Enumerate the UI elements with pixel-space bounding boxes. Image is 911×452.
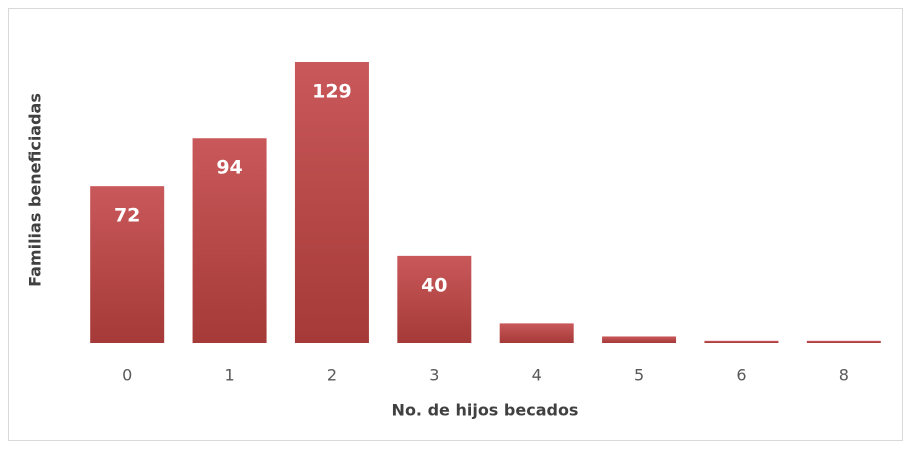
x-tick-label: 3 [429,366,439,385]
x-tick-label: 8 [839,366,849,385]
y-axis-title: Familias beneficiadas [26,93,45,287]
bar [704,340,779,343]
data-label: 129 [312,81,352,103]
data-label: 9 [530,304,543,326]
data-label: 3 [632,304,645,326]
x-tick-label: 5 [634,366,644,385]
bar [90,186,165,343]
data-label: 72 [114,205,140,227]
data-label: 1 [837,304,850,326]
data-label: 40 [421,274,447,296]
x-axis-title: No. de hijos becados [392,401,579,420]
bar [192,138,267,343]
x-tick-label: 0 [122,366,132,385]
bar [294,62,369,343]
data-label: 94 [216,157,242,179]
x-tick-label: 6 [736,366,746,385]
bar [806,340,881,343]
bar [499,323,574,343]
x-tick-label: 4 [532,366,542,385]
data-label: 1 [735,304,748,326]
x-tick-label: 1 [224,366,234,385]
bar [602,336,677,343]
bar [397,255,472,343]
x-tick-label: 2 [327,366,337,385]
